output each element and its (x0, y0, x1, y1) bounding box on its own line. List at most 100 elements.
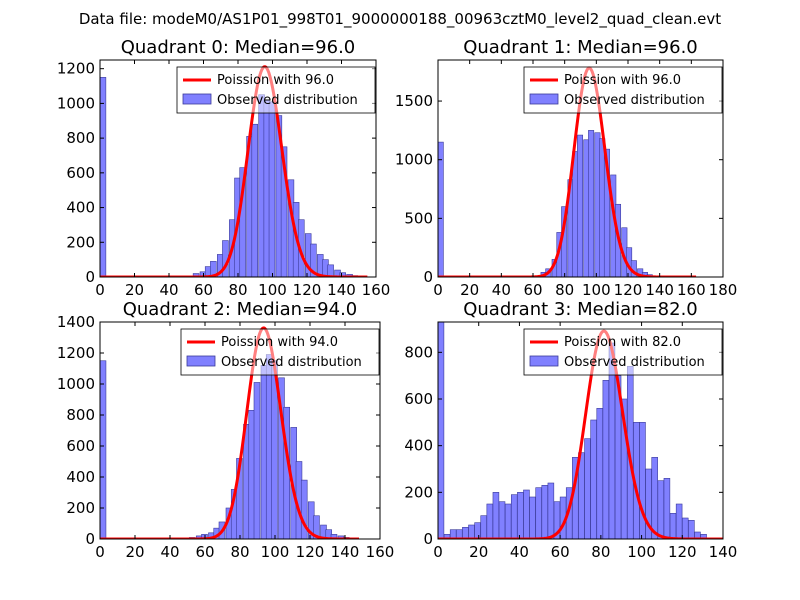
y-tick-label: 200 (66, 499, 95, 517)
y-tick-label: 1200 (57, 344, 95, 362)
x-tick-label: 140 (709, 543, 738, 561)
histogram-bar (280, 146, 288, 277)
histogram-bar (438, 141, 444, 277)
y-tick-label: 800 (66, 129, 95, 147)
legend-box (523, 66, 723, 114)
plot-area (100, 326, 360, 539)
legend-bar-swatch (182, 93, 212, 105)
y-tick-label: 400 (66, 199, 95, 217)
y-tick-label: 0 (85, 530, 95, 548)
plot-area (100, 65, 369, 277)
legend-box (176, 66, 376, 114)
histogram-bar (100, 360, 107, 539)
histogram-bar (310, 243, 317, 277)
legend: Poission with 82.0 Observed distribution (523, 328, 723, 376)
histogram-bar (681, 517, 689, 539)
histogram-bar (588, 130, 595, 277)
legend-label-poisson: Poission with 96.0 (217, 73, 334, 88)
histogram-bar (651, 457, 658, 539)
histogram-bar (462, 527, 469, 539)
y-tick-label: 1000 (57, 375, 95, 393)
x-tick-label: 80 (228, 281, 247, 299)
y-tick-label: 0 (85, 268, 95, 286)
histogram-bar (498, 501, 506, 539)
histogram-bar (541, 485, 549, 539)
y-tick-label: 1000 (395, 151, 433, 169)
x-tick-label: 20 (125, 281, 144, 299)
y-tick-label: 600 (66, 164, 95, 182)
histogram-bar (100, 77, 107, 277)
poisson-curve (100, 65, 369, 277)
x-tick-label: 160 (677, 281, 706, 299)
x-tick-label: 0 (433, 543, 443, 561)
legend-label-observed: Observed distribution (221, 355, 362, 370)
y-tick-label: 400 (404, 437, 433, 455)
chart-panel-1: Quadrant 1: Median=96.0 0 20 40 60 80 100 120 14… (395, 37, 738, 299)
chart-panel-0: Quadrant 0: Median=96.0 0 20 40 60 80 100 120 14… (57, 37, 391, 299)
histogram-bar (339, 272, 346, 277)
x-tick-label: 0 (433, 281, 443, 299)
x-tick-label: 100 (582, 281, 611, 299)
chart-title: Quadrant 1: Median=96.0 (463, 37, 698, 58)
figure-suptitle: Data file: modeM0/AS1P01_998T01_90000001… (79, 10, 721, 29)
legend-bar-swatch (529, 355, 559, 367)
poisson-curve (100, 326, 360, 539)
legend-label-poisson: Poission with 82.0 (564, 335, 681, 350)
y-tick-label: 0 (423, 268, 433, 286)
y-tick-label: 1400 (57, 313, 95, 331)
x-tick-label: 80 (555, 281, 574, 299)
x-tick-label: 60 (551, 543, 570, 561)
x-tick-label: 180 (709, 281, 738, 299)
histogram-bar (480, 515, 487, 539)
legend-box (180, 328, 380, 376)
chart-title: Quadrant 0: Median=96.0 (121, 37, 356, 58)
legend: Poission with 96.0 Observed distribution (176, 66, 376, 114)
panels: Quadrant 0: Median=96.0 0 20 40 60 80 100 120 14… (57, 37, 738, 561)
x-tick-label: 0 (95, 543, 105, 561)
histogram-bar (547, 482, 555, 539)
legend-bar-swatch (186, 355, 216, 367)
x-tick-label: 80 (230, 543, 249, 561)
x-tick-label: 160 (366, 543, 395, 561)
histogram-bar (239, 167, 246, 277)
x-tick-label: 60 (523, 281, 542, 299)
histogram-bar (313, 515, 320, 539)
legend-label-observed: Observed distribution (217, 93, 358, 108)
histogram-bar (675, 503, 683, 539)
chart-panel-2: Quadrant 2: Median=94.0 0 20 40 60 80 100 120 14… (57, 299, 395, 561)
histogram-bar (504, 503, 512, 539)
x-tick-label: 100 (627, 543, 656, 561)
histogram-bar (596, 408, 603, 539)
x-tick-label: 40 (159, 281, 178, 299)
histogram-bar (529, 496, 536, 539)
x-tick-label: 40 (510, 543, 529, 561)
legend-label-poisson: Poission with 96.0 (564, 73, 681, 88)
axes-frame (437, 59, 724, 278)
x-tick-label: 140 (331, 543, 360, 561)
histogram-bar (577, 134, 584, 277)
histogram-bar (492, 492, 500, 539)
x-tick-label: 0 (95, 281, 105, 299)
histogram-bar (486, 503, 494, 539)
x-tick-label: 40 (160, 543, 179, 561)
histogram-bar (669, 513, 677, 539)
y-tick-label: 600 (66, 437, 95, 455)
x-tick-label: 120 (668, 543, 697, 561)
x-tick-label: 160 (362, 281, 391, 299)
legend-box (523, 328, 723, 376)
y-tick-label: 1200 (57, 60, 95, 78)
histogram-bar (688, 520, 695, 539)
histogram-bar (602, 380, 610, 539)
chart-title: Quadrant 2: Median=94.0 (123, 299, 358, 320)
legend-bar-swatch (529, 93, 559, 105)
y-tick-label: 1500 (395, 92, 433, 110)
x-tick-label: 60 (195, 543, 214, 561)
x-tick-label: 120 (293, 281, 322, 299)
histogram-bar (192, 273, 200, 277)
x-tick-label: 60 (194, 281, 213, 299)
histogram-bar (251, 123, 258, 277)
y-tick-label: 200 (66, 233, 95, 251)
histogram-bar (590, 419, 597, 539)
x-tick-label: 120 (296, 543, 325, 561)
